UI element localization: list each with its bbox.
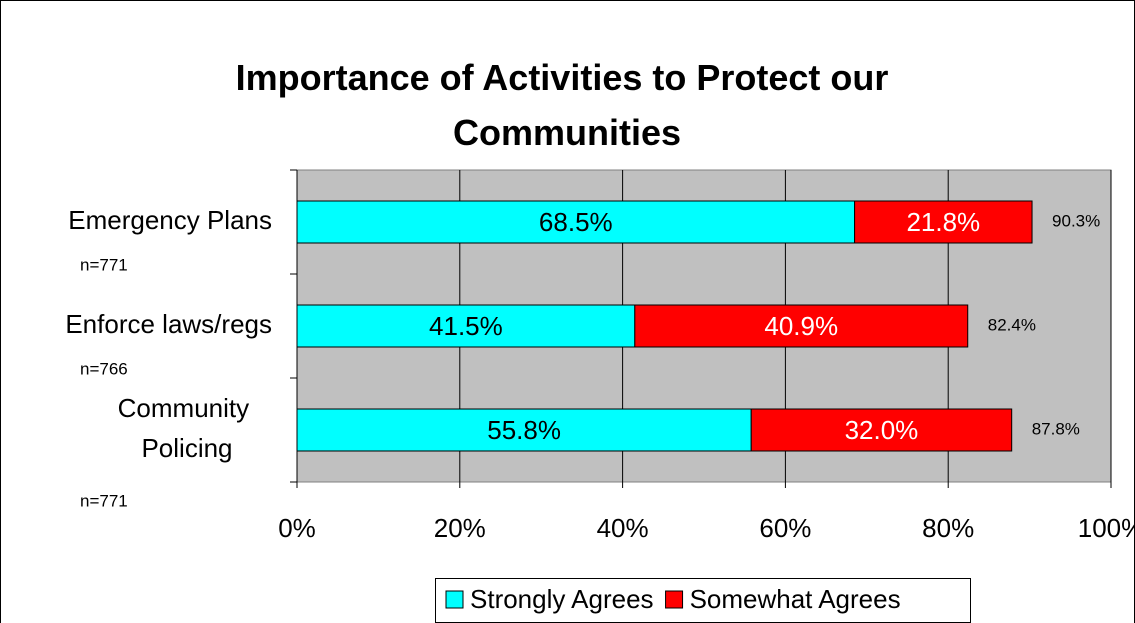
value-label: 21.8% xyxy=(906,207,980,237)
x-tick-label: 60% xyxy=(759,513,811,543)
bar-segment xyxy=(296,304,636,348)
y-tick-label: Enforce laws/regs xyxy=(65,309,272,339)
bar-segment xyxy=(296,200,856,244)
chart-title: Importance of Activities to Protect our … xyxy=(236,57,899,153)
value-label: 41.5% xyxy=(429,311,503,341)
sample-label: n=771 xyxy=(80,491,128,510)
total-label: 82.4% xyxy=(988,315,1036,334)
value-label: 40.9% xyxy=(764,311,838,341)
legend-label: Strongly Agrees xyxy=(470,584,654,614)
total-label: 87.8% xyxy=(1032,419,1080,438)
legend-label: Somewhat Agrees xyxy=(690,584,901,614)
legend-swatch xyxy=(445,590,464,609)
value-label: 32.0% xyxy=(845,415,919,445)
legend-swatch xyxy=(665,590,684,609)
legend-box xyxy=(435,578,971,623)
x-tick-label: 80% xyxy=(922,513,974,543)
bar-segment xyxy=(750,408,1013,452)
sample-label: n=771 xyxy=(80,255,128,274)
value-label: 68.5% xyxy=(539,207,613,237)
bar-segment xyxy=(634,304,969,348)
x-tick-label: 0% xyxy=(278,513,316,543)
bar-segment xyxy=(296,408,752,452)
bar-segment xyxy=(854,200,1033,244)
value-label: 55.8% xyxy=(487,415,561,445)
total-label: 90.3% xyxy=(1052,211,1100,230)
y-tick-label: Community Policing xyxy=(118,393,257,463)
sample-label: n=766 xyxy=(80,359,128,378)
x-tick-label: 40% xyxy=(597,513,649,543)
y-tick-label: Emergency Plans xyxy=(68,205,272,235)
x-tick-label: 100% xyxy=(1078,513,1135,543)
x-tick-label: 20% xyxy=(434,513,486,543)
